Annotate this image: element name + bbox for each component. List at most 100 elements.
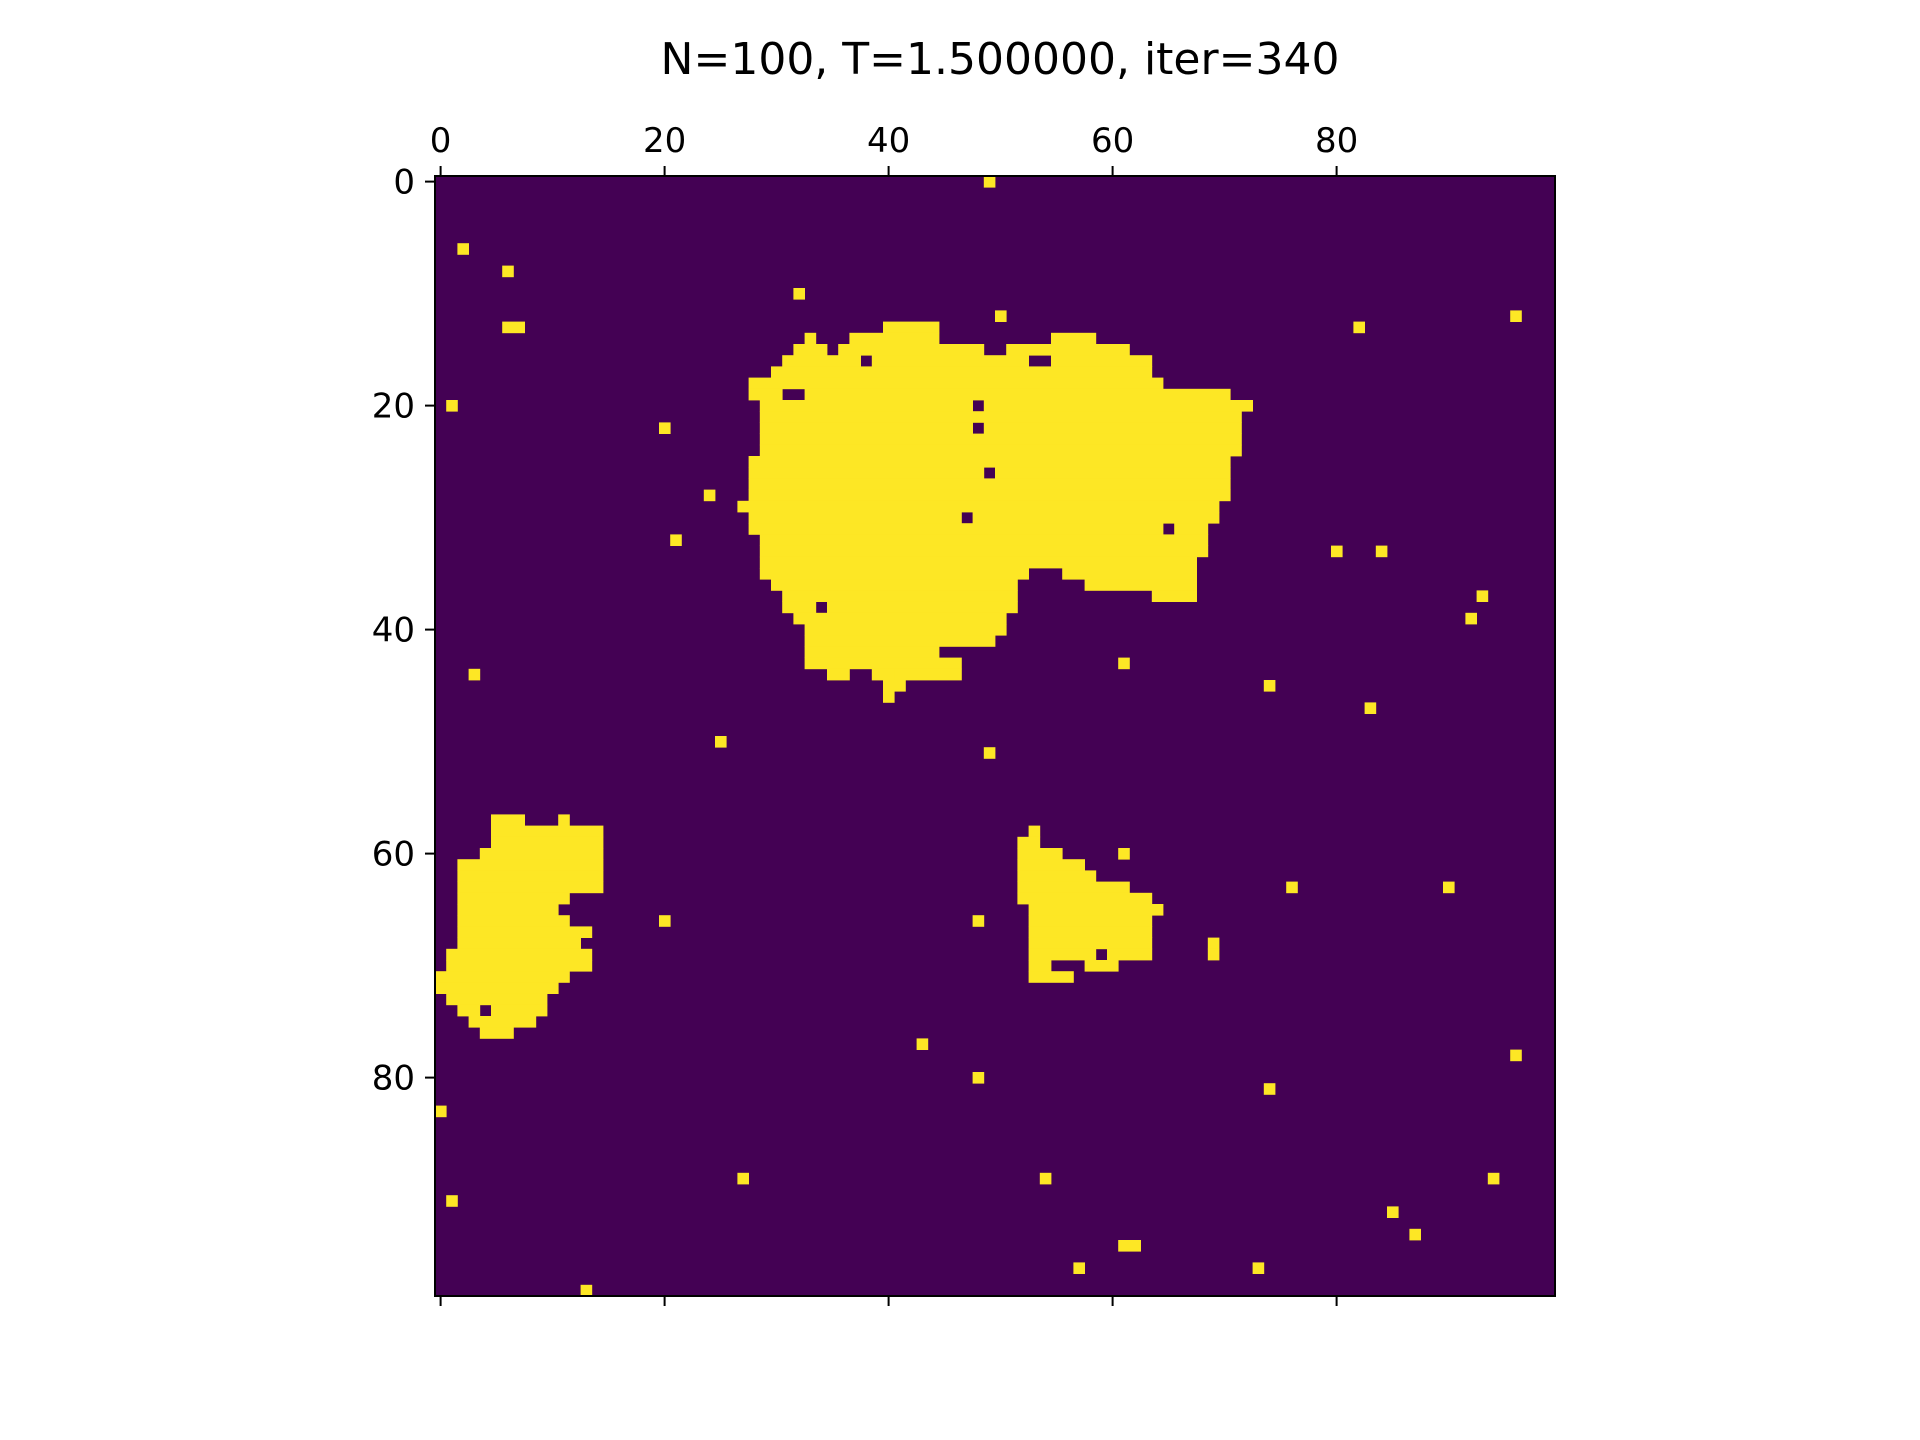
y-tick-label: 80 — [372, 1059, 415, 1099]
heatmap-cell-up — [748, 388, 783, 401]
heatmap-cell-up — [435, 971, 570, 983]
heatmap-cell-up — [782, 590, 1018, 602]
heatmap-cell-up — [1375, 545, 1388, 558]
heatmap-cell-up — [804, 388, 1231, 401]
heatmap-cell-up — [1028, 948, 1097, 961]
heatmap-cell-up — [748, 489, 1231, 502]
heatmap-cell-up — [479, 1027, 514, 1039]
heatmap-cell-up — [1443, 881, 1455, 894]
heatmap-cell-up — [1073, 1262, 1085, 1274]
heatmap-cell-up — [479, 848, 604, 860]
heatmap-cell-up — [670, 534, 682, 546]
x-tick-label: 60 — [1091, 121, 1134, 161]
heatmap-cell-up — [1387, 1206, 1399, 1218]
heatmap-cell-up — [995, 310, 1007, 322]
heatmap-cell-up — [804, 624, 1007, 636]
heatmap-cell-up — [771, 366, 1052, 378]
y-axis: 0 20 40 60 80 — [372, 163, 435, 1099]
y-tick-label: 0 — [393, 163, 415, 203]
heatmap-cells — [435, 176, 1555, 1297]
heatmap-cell-up — [748, 523, 1164, 535]
heatmap-cell-up — [748, 478, 1231, 490]
heatmap-cell-up — [457, 881, 604, 894]
x-tick-label: 40 — [867, 121, 910, 161]
heatmap-cell-up — [793, 612, 1007, 625]
heatmap-cell-up — [580, 1284, 593, 1297]
heatmap-cell-up — [446, 1195, 458, 1207]
heatmap-cell-up — [703, 489, 716, 502]
heatmap-cell-up — [558, 814, 570, 826]
heatmap-cell-up — [771, 579, 1018, 591]
heatmap-cell-up — [759, 534, 1209, 546]
heatmap-cell-up — [1039, 1172, 1052, 1185]
x-axis: 0 20 40 60 80 — [430, 121, 1358, 1306]
heatmap-cell-up — [435, 1105, 447, 1118]
heatmap-cell-up — [972, 1072, 985, 1084]
heatmap-cell-up — [759, 433, 1242, 446]
heatmap-cell-up — [737, 500, 1220, 513]
heatmap-cell-up — [1084, 579, 1197, 591]
heatmap-cell-up — [457, 870, 604, 882]
heatmap-cell-up — [748, 467, 985, 479]
heatmap-cell-up — [1353, 321, 1365, 334]
heatmap-cell-up — [468, 668, 481, 681]
heatmap-cell-up — [972, 512, 1220, 524]
heatmap-cell-up — [983, 400, 1253, 412]
heatmap-cell-up — [1028, 915, 1153, 927]
heatmap-cell-up — [782, 601, 817, 614]
heatmap-cell-up — [1364, 702, 1377, 714]
heatmap-cell-up — [759, 556, 1197, 569]
heatmap-cell-up — [1487, 1172, 1500, 1185]
heatmap-cell-up — [446, 400, 458, 412]
heatmap-cell-up — [983, 747, 996, 759]
axes-frame — [434, 175, 1556, 1297]
heatmap-cell-up — [1028, 926, 1153, 938]
heatmap-cell-up — [1207, 937, 1220, 950]
heatmap-cell-up — [446, 960, 593, 972]
heatmap-cell-up — [1263, 1083, 1276, 1095]
x-tick-label: 0 — [430, 121, 452, 161]
heatmap-cell-up — [1028, 971, 1074, 983]
heatmap-cell-up — [759, 568, 1029, 580]
heatmap-cell-up — [659, 915, 671, 927]
heatmap-cell-up — [871, 355, 1029, 367]
heatmap-cell-up — [659, 422, 671, 434]
heatmap-cell-up — [1028, 960, 1052, 972]
heatmap-cell-up — [1017, 881, 1130, 894]
heatmap-cell-up — [1331, 545, 1343, 558]
heatmap-cell-up — [1051, 355, 1153, 367]
heatmap-cell-up — [782, 355, 861, 367]
heatmap-cell-up — [457, 243, 469, 255]
heatmap-cell-up — [1051, 332, 1097, 345]
heatmap-cell-up — [715, 736, 727, 748]
heatmap-cell-up — [1118, 848, 1130, 860]
heatmap-cell-up — [446, 993, 548, 1006]
heatmap-cell-up — [759, 400, 973, 412]
heatmap-cell-up — [457, 937, 581, 950]
heatmap-cell-up — [435, 982, 559, 994]
y-tick-label: 20 — [372, 387, 415, 427]
heatmap-cell-up — [457, 926, 593, 938]
heatmap-cell-up — [849, 332, 940, 345]
heatmap-cell-up — [883, 691, 895, 703]
heatmap-cell-up — [838, 344, 985, 356]
chart-title: N=100, T=1.500000, iter=340 — [661, 34, 1340, 85]
heatmap-cell-up — [1286, 881, 1298, 894]
heatmap-cell-up — [446, 948, 593, 961]
heatmap-cell-up — [804, 332, 817, 345]
y-tick-label: 60 — [372, 835, 415, 875]
x-tick-label: 80 — [1315, 121, 1358, 161]
heatmap-cell-up — [1510, 1049, 1522, 1062]
heatmap-cell-up — [457, 1004, 481, 1017]
heatmap-cell-up — [759, 411, 1242, 423]
heatmap-cell-up — [502, 321, 525, 334]
heatmap-cell-up — [491, 836, 604, 849]
heatmap-cell-up — [827, 668, 850, 681]
heatmap-cell-up — [468, 1016, 537, 1028]
heatmap-cell-up — [1510, 310, 1522, 322]
heatmap-cell-up — [995, 467, 1231, 479]
heatmap-cell-up — [1028, 825, 1041, 838]
heatmap-cell-up — [894, 668, 962, 681]
heatmap-cell-up — [1084, 960, 1119, 972]
